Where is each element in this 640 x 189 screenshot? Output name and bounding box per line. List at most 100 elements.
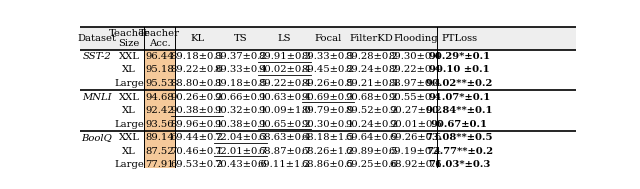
Text: XXL: XXL [118,52,140,61]
Bar [145,104,175,117]
Text: FilterKD: FilterKD [350,34,394,43]
Bar [145,77,175,90]
Text: 89.18±0.5: 89.18±0.5 [214,79,267,88]
Bar [80,104,576,117]
Bar [145,90,175,104]
Text: 89.33±0.4: 89.33±0.4 [214,65,267,74]
Text: 89.22±0.4: 89.22±0.4 [258,79,311,88]
Text: 89.30±0.4: 89.30±0.4 [389,52,442,61]
Text: 89.91±0.3: 89.91±0.3 [258,52,311,61]
Text: 90.63±0.4: 90.63±0.4 [258,93,311,101]
Text: 89.79±0.9: 89.79±0.9 [301,106,355,115]
Text: XL: XL [122,147,136,156]
Text: 89.37±0.2: 89.37±0.2 [214,52,267,61]
Text: 87.52: 87.52 [145,147,174,156]
Text: 68.86±0.5: 68.86±0.5 [301,160,355,169]
Text: 89.24±0.2: 89.24±0.2 [345,65,398,74]
Text: XXL: XXL [118,93,140,101]
Text: 89.18±0.3: 89.18±0.3 [171,52,223,61]
Text: 68.87±0.7: 68.87±0.7 [258,147,310,156]
Text: 77.91: 77.91 [145,160,174,169]
Text: 90.32±0.1: 90.32±0.1 [214,106,267,115]
Text: 91.07*±0.1: 91.07*±0.1 [428,93,491,101]
Text: 95.53: 95.53 [145,79,174,88]
Text: 89.28±0.2: 89.28±0.2 [345,52,398,61]
Bar [145,144,175,158]
Text: 93.56: 93.56 [146,120,174,129]
Text: 90.55±0.4: 90.55±0.4 [389,93,442,101]
Bar [80,90,576,104]
Text: 68.26±1.2: 68.26±1.2 [301,147,355,156]
Text: 90.29*±0.1: 90.29*±0.1 [428,52,490,61]
Bar [145,117,175,131]
Text: Large: Large [114,160,144,169]
Text: 71.03*±0.3: 71.03*±0.3 [428,160,491,169]
Text: 88.80±0.1: 88.80±0.1 [171,79,223,88]
Bar [80,50,576,63]
Text: 90.10 ±0.1: 90.10 ±0.1 [429,65,490,74]
Text: Large: Large [114,120,144,129]
Text: 68.92±0.6: 68.92±0.6 [389,160,442,169]
Text: 70.46±0.1: 70.46±0.1 [171,147,223,156]
Bar [145,50,175,63]
Text: 69.11±1.2: 69.11±1.2 [258,160,311,169]
Text: 90.84**±0.1: 90.84**±0.1 [426,106,493,115]
Text: 68.18±1.5: 68.18±1.5 [301,133,355,142]
Text: 89.14: 89.14 [145,133,174,142]
Text: 90.65±0.2: 90.65±0.2 [258,120,310,129]
Bar [80,27,576,50]
Text: 90.38±0.1: 90.38±0.1 [214,120,267,129]
Text: 90.68±0.2: 90.68±0.2 [346,93,398,101]
Text: XL: XL [122,106,136,115]
Text: 89.96±0.1: 89.96±0.1 [171,120,223,129]
Text: 96.44: 96.44 [145,52,174,61]
Text: 90.26±0.2: 90.26±0.2 [171,93,223,101]
Text: 90.27±0.2: 90.27±0.2 [389,106,442,115]
Text: 90.30±0.1: 90.30±0.1 [301,120,355,129]
Bar [80,158,576,172]
Text: 69.89±0.5: 69.89±0.5 [346,147,398,156]
Text: 89.26±0.5: 89.26±0.5 [301,79,355,88]
Text: 89.22±0.4: 89.22±0.4 [389,65,442,74]
Text: 70.43±0.6: 70.43±0.6 [214,160,267,169]
Text: Flooding: Flooding [393,34,438,43]
Text: Teacher
Acc.: Teacher Acc. [140,29,180,48]
Text: Dataset: Dataset [77,34,116,43]
Text: Focal: Focal [314,34,342,43]
Text: SST-2: SST-2 [83,52,111,61]
Text: 90.69±0.3: 90.69±0.3 [301,93,355,101]
Text: MNLI: MNLI [82,93,111,101]
Text: TS: TS [234,34,248,43]
Text: 89.22±0.6: 89.22±0.6 [171,65,223,74]
Bar [145,131,175,144]
Text: 68.63±0.4: 68.63±0.4 [258,133,310,142]
Text: 89.33±0.3: 89.33±0.3 [301,52,355,61]
Text: 69.25±0.6: 69.25±0.6 [346,160,398,169]
Text: BoolQ: BoolQ [81,133,112,142]
Text: 90.01±0.6: 90.01±0.6 [389,120,442,129]
Text: XL: XL [122,65,136,74]
Text: 89.45±0.2: 89.45±0.2 [301,65,355,74]
Text: 90.38±0.1: 90.38±0.1 [171,106,223,115]
Text: 89.21±0.3: 89.21±0.3 [345,79,398,88]
Text: 72.01±0.7: 72.01±0.7 [214,147,267,156]
Text: 73.08**±0.5: 73.08**±0.5 [426,133,493,142]
Text: 90.67±0.1: 90.67±0.1 [431,120,488,129]
Text: 90.66±0.1: 90.66±0.1 [214,93,267,101]
Bar [80,131,576,144]
Bar [80,117,576,131]
Text: 69.19±0.4: 69.19±0.4 [389,147,442,156]
Text: 89.52±0.2: 89.52±0.2 [345,106,398,115]
Text: 95.18: 95.18 [145,65,174,74]
Text: 69.64±0.9: 69.64±0.9 [346,133,398,142]
Bar [145,63,175,77]
Text: 90.02±0.4: 90.02±0.4 [258,65,311,74]
Text: 72.04±0.3: 72.04±0.3 [214,133,267,142]
Bar [145,158,175,172]
Text: 90.09±1.0: 90.09±1.0 [258,106,311,115]
Text: Large: Large [114,79,144,88]
Text: 90.02**±0.2: 90.02**±0.2 [426,79,493,88]
Text: 72.77**±0.2: 72.77**±0.2 [426,147,493,156]
Text: LS: LS [278,34,291,43]
Text: KL: KL [190,34,204,43]
